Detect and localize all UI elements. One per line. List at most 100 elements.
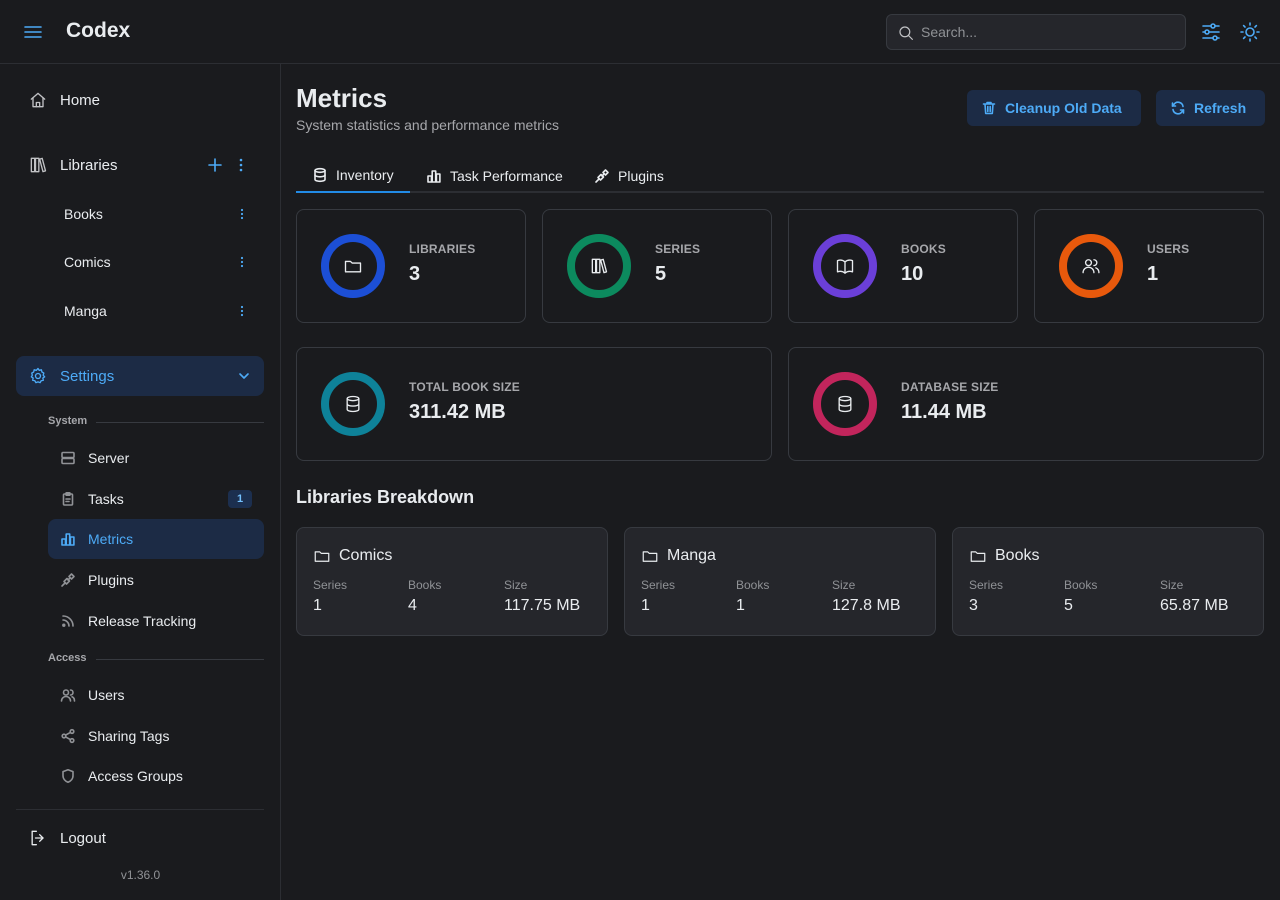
folder-icon bbox=[314, 551, 330, 562]
sidebar-item-metrics[interactable]: Metrics bbox=[48, 519, 264, 559]
sidebar-item-libraries[interactable]: Libraries bbox=[16, 145, 264, 185]
menu-icon[interactable] bbox=[22, 22, 44, 42]
field-label-size: Size bbox=[1160, 578, 1184, 592]
sidebar-item-settings[interactable]: Settings bbox=[16, 356, 264, 396]
sidebar-item-access-groups[interactable]: Access Groups bbox=[48, 756, 264, 796]
books-icon bbox=[30, 157, 47, 173]
library-menu-icon[interactable] bbox=[234, 254, 250, 270]
app-version: v1.36.0 bbox=[120, 868, 161, 882]
stat-value: 11.44 MB bbox=[901, 401, 987, 423]
library-size: 127.8 MB bbox=[832, 597, 901, 614]
search-input[interactable] bbox=[921, 15, 1181, 49]
library-item-books[interactable]: Books bbox=[48, 194, 264, 234]
field-label-series: Series bbox=[313, 578, 348, 592]
bar-chart-icon bbox=[427, 169, 441, 183]
library-item-label: Comics bbox=[64, 254, 111, 270]
stat-label: SERIES bbox=[655, 242, 701, 256]
field-label-size: Size bbox=[832, 578, 856, 592]
book-open-icon bbox=[836, 259, 854, 274]
filters-icon[interactable] bbox=[1199, 20, 1223, 44]
sidebar-item-label: Release Tracking bbox=[88, 613, 197, 629]
sidebar-divider bbox=[16, 809, 264, 810]
bar-chart-icon bbox=[61, 533, 75, 546]
tab-task-performance[interactable]: Task Performance bbox=[410, 158, 579, 193]
stat-label: LIBRARIES bbox=[409, 242, 476, 256]
trash-icon bbox=[982, 101, 996, 115]
server-icon bbox=[61, 451, 75, 465]
stat-ring bbox=[321, 372, 385, 436]
stat-card-libraries: LIBRARIES 3 bbox=[296, 209, 526, 323]
stat-value: 10 bbox=[901, 263, 924, 285]
page-subtitle: System statistics and performance metric… bbox=[296, 117, 559, 133]
stat-label: DATABASE SIZE bbox=[901, 380, 999, 394]
books-count: 1 bbox=[736, 597, 745, 614]
field-label-books: Books bbox=[1064, 578, 1098, 592]
stat-value: 5 bbox=[655, 263, 667, 285]
field-label-series: Series bbox=[641, 578, 676, 592]
stat-ring bbox=[1059, 234, 1123, 298]
library-breakdown-card: Comics Series Books Size 1 4 117.75 MB bbox=[296, 527, 608, 636]
sidebar: Home Libraries Books Comics Manga Settin… bbox=[0, 64, 281, 900]
sidebar-item-label: Users bbox=[88, 687, 125, 703]
search-box[interactable] bbox=[886, 14, 1186, 50]
refresh-button[interactable]: Refresh bbox=[1156, 90, 1266, 126]
stat-card-books: BOOKS 10 bbox=[788, 209, 1018, 323]
sidebar-item-plugins[interactable]: Plugins bbox=[48, 560, 264, 600]
chevron-down-icon bbox=[239, 373, 249, 379]
stat-ring bbox=[567, 234, 631, 298]
field-label-size: Size bbox=[504, 578, 528, 592]
library-size: 117.75 MB bbox=[504, 597, 581, 614]
folder-icon bbox=[970, 551, 986, 562]
cleanup-old-data-button[interactable]: Cleanup Old Data bbox=[967, 90, 1141, 126]
tab-plugins[interactable]: Plugins bbox=[578, 158, 680, 193]
home-icon bbox=[30, 92, 46, 108]
stat-ring bbox=[813, 234, 877, 298]
stat-value: 3 bbox=[409, 263, 421, 285]
add-library-icon[interactable] bbox=[207, 157, 223, 173]
library-menu-icon[interactable] bbox=[234, 303, 250, 319]
folder-icon bbox=[344, 260, 362, 273]
sidebar-item-label: Libraries bbox=[60, 156, 118, 174]
plug-icon bbox=[595, 168, 609, 183]
sun-icon[interactable] bbox=[1238, 20, 1262, 44]
library-name: Comics bbox=[339, 547, 393, 564]
logout-label: Logout bbox=[60, 829, 106, 847]
app-brand[interactable]: Codex bbox=[66, 19, 131, 42]
library-breakdown-card: Manga Series Books Size 1 1 127.8 MB bbox=[624, 527, 936, 636]
series-count: 1 bbox=[313, 597, 322, 614]
stat-value: 311.42 MB bbox=[409, 401, 506, 423]
sidebar-item-label: Home bbox=[60, 91, 101, 109]
sidebar-item-release-tracking[interactable]: Release Tracking bbox=[48, 601, 264, 641]
books-count: 5 bbox=[1064, 597, 1073, 614]
sidebar-item-server[interactable]: Server bbox=[48, 438, 264, 478]
logout-button[interactable]: Logout bbox=[16, 818, 264, 858]
search-icon bbox=[899, 26, 913, 40]
stat-value: 1 bbox=[1147, 263, 1159, 285]
library-size: 65.87 MB bbox=[1160, 597, 1229, 614]
library-item-label: Books bbox=[64, 206, 103, 222]
library-item-label: Manga bbox=[64, 303, 107, 319]
tab-inventory[interactable]: Inventory bbox=[296, 158, 410, 193]
library-name: Books bbox=[995, 547, 1040, 564]
refresh-icon bbox=[1171, 101, 1185, 115]
folder-icon bbox=[642, 551, 658, 562]
books-count: 4 bbox=[408, 597, 417, 614]
stat-label: USERS bbox=[1147, 242, 1190, 256]
sidebar-item-users[interactable]: Users bbox=[48, 675, 264, 715]
library-item-manga[interactable]: Manga bbox=[48, 291, 264, 331]
stat-label: TOTAL BOOK SIZE bbox=[409, 380, 521, 394]
share-icon bbox=[61, 728, 75, 744]
library-item-comics[interactable]: Comics bbox=[48, 242, 264, 282]
series-count: 1 bbox=[641, 597, 650, 614]
sidebar-item-sharing-tags[interactable]: Sharing Tags bbox=[48, 716, 264, 756]
sidebar-item-home[interactable]: Home bbox=[16, 80, 264, 120]
libraries-menu-icon[interactable] bbox=[233, 157, 249, 173]
library-menu-icon[interactable] bbox=[234, 206, 250, 222]
sidebar-item-tasks[interactable]: Tasks 1 bbox=[48, 479, 264, 519]
stat-card-total-book-size: TOTAL BOOK SIZE 311.42 MB bbox=[296, 347, 772, 461]
sidebar-item-label: Server bbox=[88, 450, 130, 466]
sidebar-item-label: Metrics bbox=[88, 531, 134, 547]
sidebar-item-label: Access Groups bbox=[88, 768, 183, 784]
app-header: Codex bbox=[0, 0, 1280, 64]
page-title: Metrics bbox=[296, 83, 388, 113]
